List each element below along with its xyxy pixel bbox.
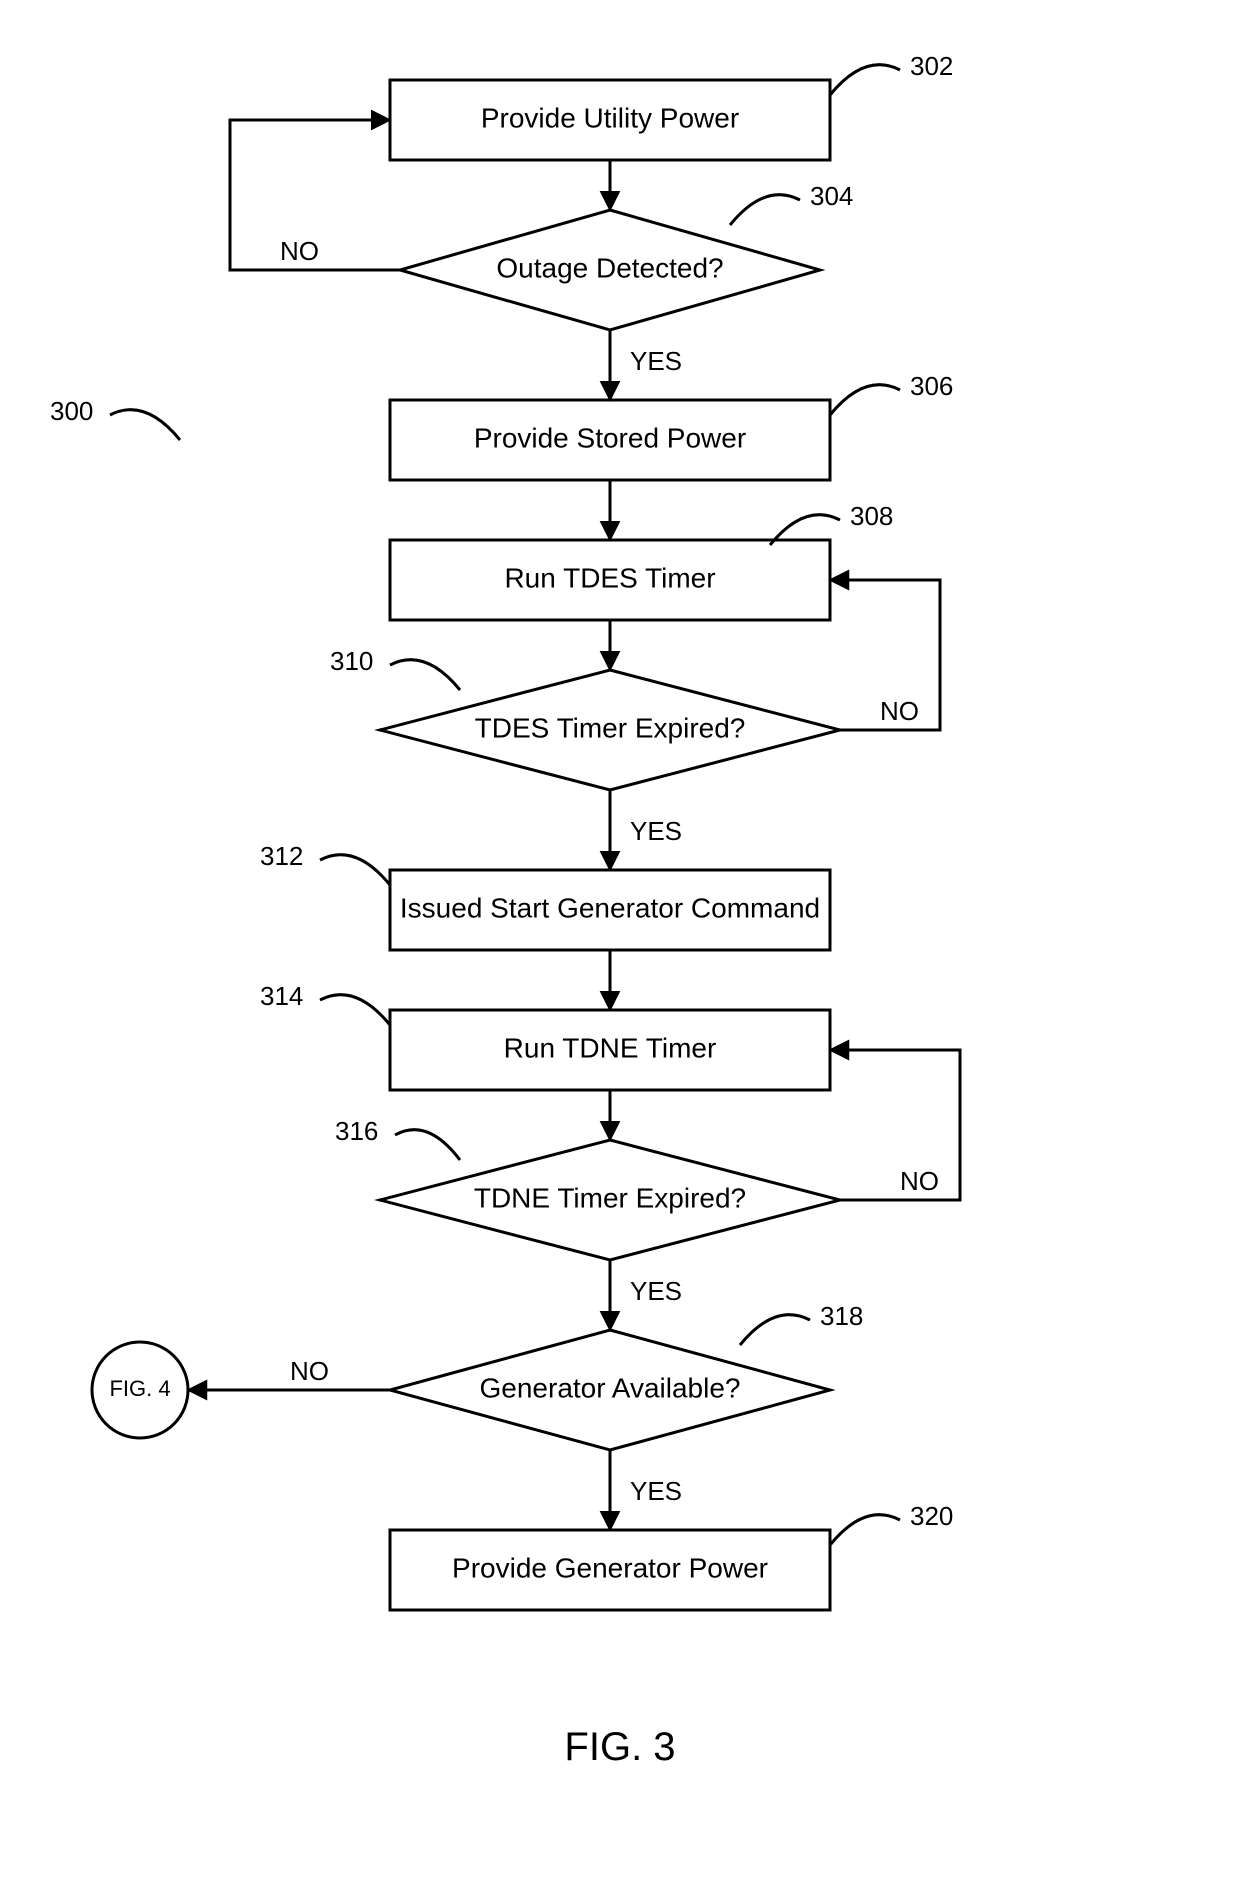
ref-label: 306 bbox=[910, 371, 953, 401]
flow-node-n320: Provide Generator Power bbox=[390, 1530, 830, 1610]
edge-label: YES bbox=[630, 1476, 682, 1506]
flowchart-figure: Provide Utility Power 302 Outage Detected?… bbox=[0, 0, 1240, 1902]
edge-label: YES bbox=[630, 1276, 682, 1306]
edge-label: YES bbox=[630, 816, 682, 846]
ref-label: 318 bbox=[820, 1301, 863, 1331]
flow-node-n314: Run TDNE Timer bbox=[390, 1010, 830, 1090]
figure-caption: FIG. 3 bbox=[564, 1725, 675, 1769]
flow-node-n308: Run TDES Timer bbox=[390, 540, 830, 620]
edge-label: NO bbox=[900, 1166, 939, 1196]
flow-edge-e318-320: YES bbox=[610, 1450, 682, 1530]
node-label: Provide Stored Power bbox=[474, 422, 746, 453]
flow-node-n304: Outage Detected? bbox=[400, 210, 820, 330]
flow-node-n302: Provide Utility Power bbox=[390, 80, 830, 160]
flow-node-n306: Provide Stored Power bbox=[390, 400, 830, 480]
ref-label: 300 bbox=[50, 396, 93, 426]
flow-node-nfig4: FIG. 4 bbox=[92, 1342, 188, 1438]
flow-edge-e318-fig4: NO bbox=[188, 1356, 390, 1390]
ref-label: 304 bbox=[810, 181, 853, 211]
node-label: Provide Generator Power bbox=[452, 1552, 768, 1583]
node-label: Issued Start Generator Command bbox=[400, 892, 820, 923]
edge-label: NO bbox=[880, 696, 919, 726]
ref-label: 312 bbox=[260, 841, 303, 871]
edge-label: NO bbox=[280, 236, 319, 266]
flow-node-n310: TDES Timer Expired? bbox=[380, 670, 840, 790]
flow-edge-e310-308: NO bbox=[830, 580, 940, 730]
ref-label: 302 bbox=[910, 51, 953, 81]
flow-node-n316: TDNE Timer Expired? bbox=[380, 1140, 840, 1260]
flow-edge-e304-302: NO bbox=[230, 120, 400, 270]
ref-label: 316 bbox=[335, 1116, 378, 1146]
node-label: Provide Utility Power bbox=[481, 102, 739, 133]
edge-label: YES bbox=[630, 346, 682, 376]
node-label: Run TDES Timer bbox=[504, 562, 715, 593]
edge-label: NO bbox=[290, 1356, 329, 1386]
connector-label: FIG. 4 bbox=[109, 1376, 170, 1401]
flow-edge-e304-306: YES bbox=[610, 330, 682, 400]
ref-label: 308 bbox=[850, 501, 893, 531]
ref-label: 314 bbox=[260, 981, 303, 1011]
node-label: Outage Detected? bbox=[496, 252, 723, 283]
ref-label: 310 bbox=[330, 646, 373, 676]
node-label: TDES Timer Expired? bbox=[475, 712, 746, 743]
node-label: Generator Available? bbox=[480, 1372, 741, 1403]
flow-edge-e316-318: YES bbox=[610, 1260, 682, 1330]
flow-node-n312: Issued Start Generator Command bbox=[390, 870, 830, 950]
flow-node-n318: Generator Available? bbox=[390, 1330, 830, 1450]
node-label: Run TDNE Timer bbox=[504, 1032, 717, 1063]
flow-edge-e310-312: YES bbox=[610, 790, 682, 870]
node-label: TDNE Timer Expired? bbox=[474, 1182, 746, 1213]
flow-edge-e316-314: NO bbox=[830, 1050, 960, 1200]
ref-label: 320 bbox=[910, 1501, 953, 1531]
